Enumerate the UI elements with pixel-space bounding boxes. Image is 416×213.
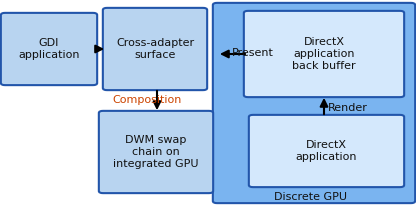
FancyBboxPatch shape: [244, 11, 404, 97]
Text: DWM swap
chain on
integrated GPU: DWM swap chain on integrated GPU: [113, 135, 199, 169]
Text: Present: Present: [232, 48, 274, 58]
Text: Render: Render: [328, 103, 368, 113]
Text: Discrete GPU: Discrete GPU: [273, 192, 347, 202]
FancyBboxPatch shape: [99, 111, 213, 193]
FancyBboxPatch shape: [103, 8, 207, 90]
FancyBboxPatch shape: [1, 13, 97, 85]
Text: DirectX
application
back buffer: DirectX application back buffer: [292, 37, 356, 71]
Text: GDI
application: GDI application: [18, 38, 80, 60]
Text: Cross-adapter
surface: Cross-adapter surface: [116, 38, 194, 60]
FancyBboxPatch shape: [213, 3, 415, 203]
FancyBboxPatch shape: [249, 115, 404, 187]
Text: Composition: Composition: [112, 95, 181, 105]
Text: DirectX
application: DirectX application: [296, 140, 357, 162]
